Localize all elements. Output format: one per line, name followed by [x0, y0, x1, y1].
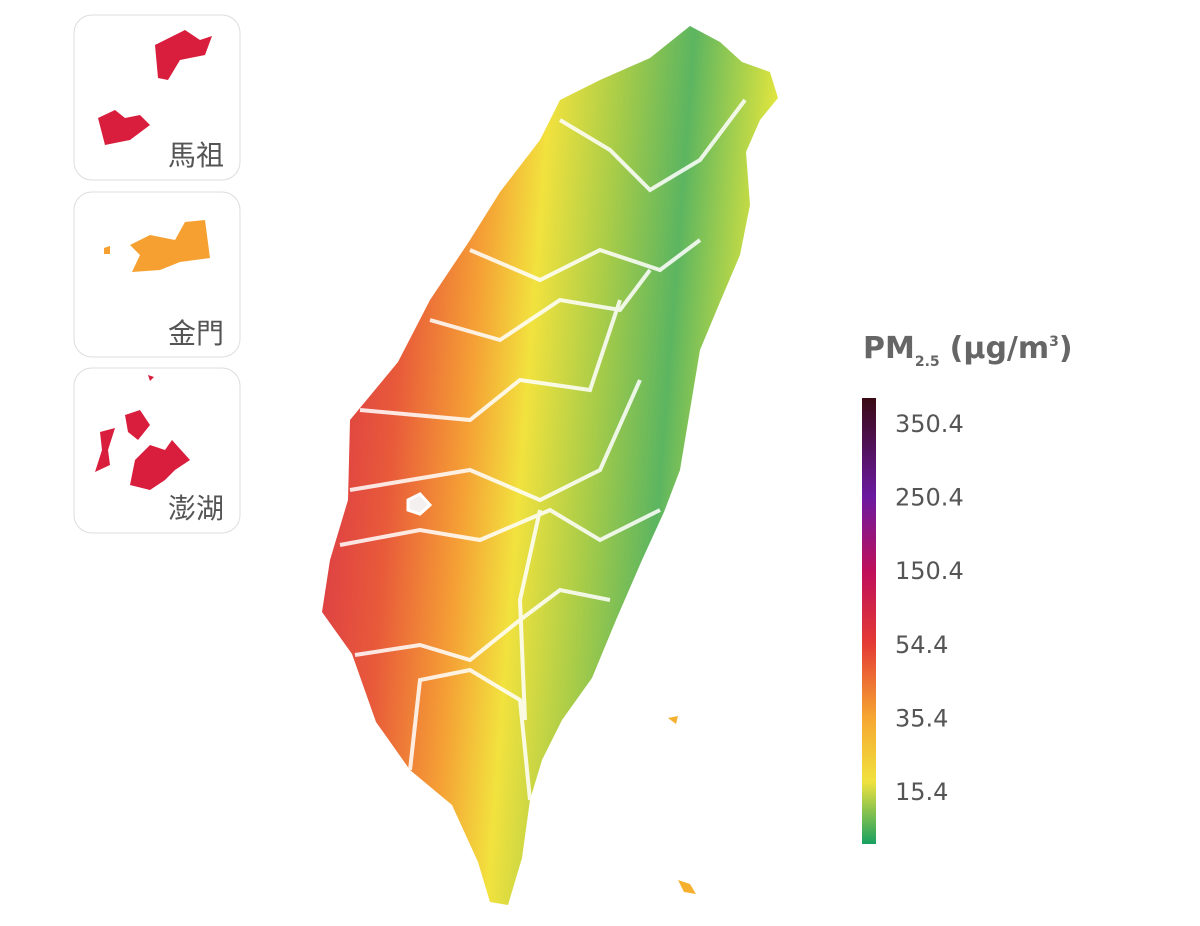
title-subscript: 2.5 [915, 354, 940, 370]
title-superscript: 3 [1049, 334, 1059, 350]
islet [668, 716, 696, 894]
inset-label: 澎湖 [168, 492, 224, 525]
title-main: PM [863, 331, 915, 366]
legend: PM2.5 (μg/m3) 350.4 250.4 150.4 54.4 35.4 15.4 [862, 331, 1073, 844]
title-unit-close: ) [1059, 331, 1073, 366]
island-shape [104, 220, 210, 272]
legend-tick-label: 150.4 [895, 557, 964, 585]
taiwan-map [322, 26, 778, 905]
title-unit: (μg/m [950, 331, 1049, 366]
inset-label: 馬祖 [168, 139, 224, 172]
inset-matsu: 馬祖 [73, 14, 241, 181]
inset-penghu: 澎湖 [73, 367, 241, 534]
island-shape [98, 30, 212, 145]
color-bar [862, 398, 876, 844]
inset-kinmen: 金門 [73, 191, 241, 358]
legend-tick-label: 15.4 [895, 778, 948, 806]
island-area [322, 26, 778, 905]
legend-tick-label: 35.4 [895, 704, 948, 732]
legend-tick-label: 250.4 [895, 484, 964, 512]
inset-label: 金門 [168, 317, 224, 350]
legend-tick-label: 54.4 [895, 631, 948, 659]
legend-title: PM2.5 (μg/m3) [863, 331, 1073, 370]
county-border [406, 492, 433, 516]
legend-tick-label: 350.4 [895, 410, 964, 438]
county-border [339, 98, 747, 801]
island-shape [95, 375, 190, 490]
